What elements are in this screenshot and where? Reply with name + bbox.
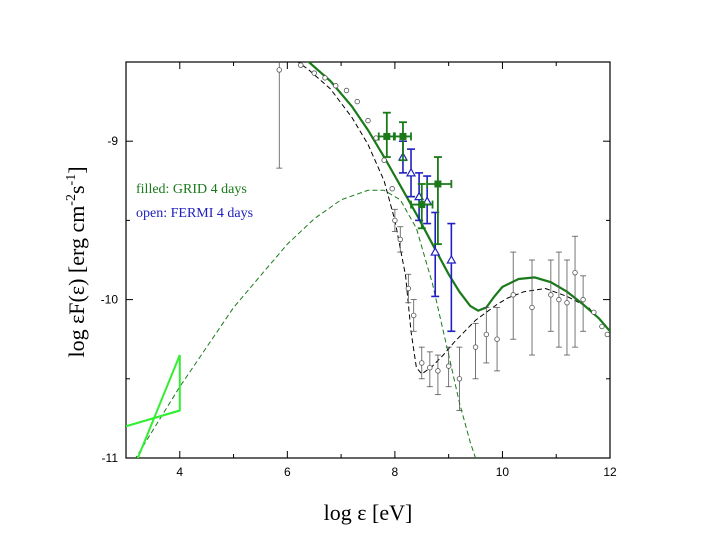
- archival-point: [322, 75, 328, 81]
- x-tick-label: 10: [496, 465, 510, 479]
- archival-point: [556, 296, 562, 303]
- y-tick-label: -11: [102, 451, 119, 465]
- archival-point: [411, 312, 417, 319]
- archival-point: [599, 323, 605, 330]
- archival-point: [419, 360, 425, 366]
- x-tick-label: 12: [603, 465, 617, 479]
- archival-point: [405, 285, 412, 292]
- x-tick-label: 8: [392, 465, 399, 479]
- archival-point: [333, 83, 339, 89]
- archival-point: [373, 135, 379, 141]
- archival-point: [427, 365, 433, 371]
- archival-point: [276, 67, 282, 73]
- bowtie-line-1: [126, 409, 181, 428]
- archival-point: [494, 336, 500, 342]
- grid-point: [383, 132, 391, 140]
- archival-point: [435, 368, 441, 374]
- y-axis-title-sup2: -1: [64, 174, 79, 186]
- y-axis-title-end: ]: [64, 166, 89, 173]
- y-tick-label: -9: [107, 134, 118, 148]
- y-axis-title: log εF(ε) [erg cm-2s-1]: [64, 166, 89, 357]
- y-axis-title-mid: s: [64, 185, 89, 194]
- plot-frame: [125, 61, 611, 459]
- total-model-curve: [307, 62, 610, 333]
- archival-point: [483, 331, 490, 338]
- legend-grid-label: filled: GRID 4 days: [136, 182, 247, 197]
- fermi-point: [446, 254, 457, 264]
- grid-point: [399, 132, 407, 140]
- archival-point: [572, 269, 578, 276]
- archival-point: [580, 296, 586, 303]
- archival-point: [311, 70, 317, 76]
- fermi-point: [430, 246, 441, 256]
- archival-point: [564, 300, 570, 306]
- x-tick-label: 6: [284, 465, 291, 479]
- fermi-point: [405, 167, 417, 177]
- archival-point: [298, 62, 304, 68]
- archival-point: [392, 217, 398, 224]
- archival-point: [397, 236, 403, 243]
- archival-point: [343, 87, 350, 94]
- x-tick-label: 4: [176, 465, 183, 479]
- grid-point: [418, 201, 426, 209]
- model-curves: [126, 62, 610, 458]
- archival-point: [548, 292, 554, 298]
- archival-point: [456, 376, 463, 382]
- archival-point: [591, 309, 597, 315]
- archival-point: [389, 186, 395, 192]
- y-tick-label: -10: [101, 293, 119, 307]
- x-axis-title: log ε [eV]: [324, 500, 413, 525]
- archival-point: [445, 363, 452, 369]
- y-axis-title-main: log εF(ε) [erg cm: [64, 206, 89, 358]
- legend-fermi-label: open: FERMI 4 days: [136, 206, 253, 221]
- archival-point: [365, 117, 371, 124]
- archival-point: [472, 344, 479, 350]
- grid-point: [434, 180, 442, 188]
- y-axis-title-sup1: -2: [64, 194, 79, 206]
- ic-dashed-curve: [135, 189, 477, 458]
- data-points: [276, 62, 610, 411]
- archival-point: [381, 157, 387, 163]
- archival-point: [510, 292, 516, 298]
- archival-point: [354, 98, 360, 105]
- axis-ticks: 4 6 8 10 12 -11 -10 -9: [101, 61, 617, 479]
- archival-point: [529, 304, 535, 311]
- bowtie-line-0: [126, 354, 181, 458]
- synchrotron-dashed-curve: [297, 62, 610, 375]
- archival-point: [604, 331, 610, 338]
